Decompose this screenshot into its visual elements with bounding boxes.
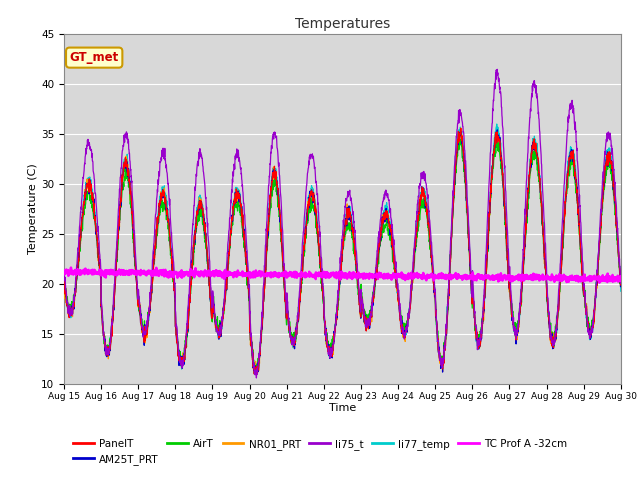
PanelT	[250, 371, 258, 377]
AirT	[216, 329, 223, 335]
PanelT	[371, 282, 379, 288]
li77_temp	[252, 371, 259, 377]
li75_t	[216, 332, 223, 338]
AirT	[253, 371, 260, 376]
AirT	[617, 276, 625, 281]
li77_temp	[617, 288, 625, 294]
TC Prof A -32cm	[216, 270, 223, 276]
AM25T_PRT	[493, 127, 501, 133]
Legend: PanelT, AM25T_PRT, AirT, NR01_PRT, li75_t, li77_temp, TC Prof A -32cm: PanelT, AM25T_PRT, AirT, NR01_PRT, li75_…	[69, 435, 572, 469]
AirT	[505, 278, 513, 284]
AM25T_PRT	[371, 280, 379, 286]
li75_t	[568, 97, 576, 103]
AM25T_PRT	[505, 276, 513, 281]
li75_t	[253, 375, 260, 381]
NR01_PRT	[457, 125, 465, 131]
PanelT	[60, 276, 68, 282]
Title: Temperatures: Temperatures	[295, 17, 390, 31]
PanelT	[216, 331, 223, 336]
Line: PanelT: PanelT	[64, 128, 621, 374]
AM25T_PRT	[568, 155, 576, 160]
NR01_PRT	[371, 283, 379, 288]
AM25T_PRT	[584, 324, 591, 330]
li75_t	[505, 255, 513, 261]
AM25T_PRT	[251, 371, 259, 377]
li77_temp	[505, 271, 513, 277]
X-axis label: Time: Time	[329, 403, 356, 413]
li77_temp	[584, 322, 591, 327]
li77_temp	[359, 304, 367, 310]
AirT	[584, 319, 591, 324]
PanelT	[584, 324, 591, 329]
TC Prof A -32cm	[617, 278, 625, 284]
Line: li75_t: li75_t	[64, 69, 621, 378]
AM25T_PRT	[60, 274, 68, 280]
li77_temp	[493, 121, 500, 127]
li75_t	[617, 281, 625, 287]
AirT	[60, 280, 68, 286]
Line: NR01_PRT: NR01_PRT	[64, 128, 621, 374]
li75_t	[359, 306, 367, 312]
Line: li77_temp: li77_temp	[64, 124, 621, 374]
PanelT	[568, 156, 576, 162]
TC Prof A -32cm	[371, 273, 379, 278]
Line: AirT: AirT	[64, 136, 621, 373]
NR01_PRT	[60, 276, 68, 281]
NR01_PRT	[216, 327, 223, 333]
li77_temp	[568, 151, 576, 157]
Line: AM25T_PRT: AM25T_PRT	[64, 130, 621, 374]
Text: GT_met: GT_met	[70, 51, 119, 64]
NR01_PRT	[584, 324, 591, 330]
TC Prof A -32cm	[60, 268, 68, 274]
NR01_PRT	[617, 276, 625, 282]
AM25T_PRT	[216, 329, 223, 335]
NR01_PRT	[505, 277, 513, 283]
li75_t	[371, 276, 379, 282]
li75_t	[493, 66, 501, 72]
TC Prof A -32cm	[67, 265, 75, 271]
li77_temp	[60, 279, 68, 285]
AM25T_PRT	[359, 305, 367, 311]
li77_temp	[371, 281, 379, 287]
TC Prof A -32cm	[504, 275, 512, 280]
NR01_PRT	[359, 308, 367, 313]
li77_temp	[216, 332, 223, 338]
li75_t	[60, 267, 68, 273]
TC Prof A -32cm	[596, 280, 604, 286]
Y-axis label: Temperature (C): Temperature (C)	[28, 163, 38, 254]
NR01_PRT	[568, 154, 576, 160]
TC Prof A -32cm	[568, 274, 575, 279]
NR01_PRT	[250, 371, 258, 377]
Line: TC Prof A -32cm: TC Prof A -32cm	[64, 268, 621, 283]
AirT	[359, 307, 367, 313]
PanelT	[505, 278, 513, 284]
AirT	[493, 133, 500, 139]
TC Prof A -32cm	[584, 275, 591, 281]
AM25T_PRT	[617, 279, 625, 285]
AirT	[371, 281, 379, 287]
PanelT	[359, 304, 367, 310]
PanelT	[617, 278, 625, 284]
PanelT	[457, 125, 465, 131]
TC Prof A -32cm	[359, 273, 367, 279]
AirT	[568, 161, 576, 167]
li75_t	[584, 323, 591, 329]
